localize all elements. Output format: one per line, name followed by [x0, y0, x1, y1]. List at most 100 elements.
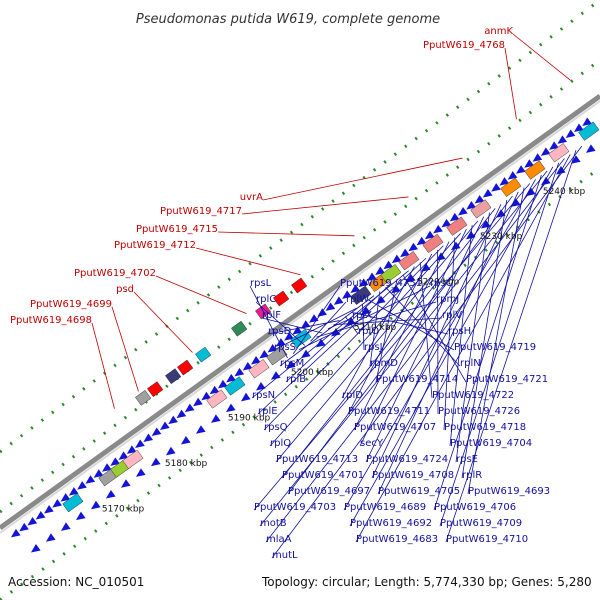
map-title: Pseudomonas putida W619, complete genome	[136, 12, 440, 27]
gene-arrow	[524, 159, 534, 168]
gene-label: PputW619_4709	[440, 518, 522, 529]
label-leader	[443, 237, 456, 431]
gene-arrow	[315, 338, 326, 348]
gene-arrow	[225, 403, 236, 413]
gene-label: rplD	[342, 390, 363, 401]
gene-arrow	[118, 451, 129, 460]
kbp-tick-label: 5240 kbp	[543, 187, 586, 197]
label-leader	[402, 274, 467, 383]
gene-label: mlaA	[266, 534, 292, 545]
gene-arrow	[510, 198, 521, 207]
gene-arrow	[176, 409, 187, 419]
gene-arrow	[405, 274, 416, 283]
label-leader	[377, 191, 519, 495]
label-leader	[359, 228, 467, 447]
label-leader	[341, 266, 415, 399]
gene-block	[422, 233, 444, 254]
gene-label: rpsC	[430, 278, 453, 289]
gene-arrow	[570, 155, 581, 164]
gene-label: rplE	[258, 406, 278, 417]
label-leader	[262, 157, 463, 201]
kbp-tick-label: 5180 kbp	[165, 459, 208, 469]
gene-arrow	[532, 153, 543, 162]
gene-block	[122, 449, 144, 470]
label-leader	[253, 183, 531, 511]
label-leader	[281, 208, 496, 479]
kbp-tick-label: 5210 kbp	[354, 323, 397, 333]
label-leader	[362, 303, 365, 351]
gene-arrow	[585, 144, 596, 153]
label-leader	[279, 295, 375, 367]
gene-label: rpmD	[370, 358, 398, 369]
genome-backbone-shadow	[0, 100, 600, 534]
gene-label: PputW619_4751	[340, 278, 422, 289]
gene-block	[165, 368, 182, 385]
gene-arrow	[93, 469, 104, 478]
gene-label: PputW619_4683	[356, 534, 438, 545]
kbp-tick-label: 5230 kbp	[480, 232, 523, 242]
gene-arrow	[284, 332, 294, 341]
gene-arrow	[120, 479, 131, 488]
gene-arrow	[292, 326, 303, 335]
gene-block	[273, 290, 290, 307]
gene-label: rpsL	[250, 278, 272, 289]
gene-arrow	[375, 266, 385, 276]
label-leader	[344, 316, 359, 335]
gene-label: psd	[116, 284, 134, 295]
accession-text: Accession: NC_010501	[8, 575, 144, 589]
label-leader	[259, 170, 548, 527]
label-leader	[133, 291, 193, 353]
gene-block	[206, 389, 228, 409]
gene-label: rpsH	[448, 326, 471, 337]
gene-label: mutL	[272, 550, 298, 561]
gene-arrow	[60, 493, 71, 502]
gene-arrow	[366, 272, 377, 282]
gene-label: PputW619_4698	[10, 315, 92, 326]
label-leader	[111, 306, 139, 392]
label-leader	[285, 282, 392, 383]
gene-arrow	[201, 391, 212, 401]
gene-label: PputW619_4693	[468, 486, 550, 497]
gene-block	[248, 359, 270, 379]
gene-arrow	[285, 360, 296, 369]
label-leader	[350, 311, 449, 335]
gene-arrow	[360, 306, 371, 315]
gene-arrow	[255, 382, 266, 391]
label-leader	[365, 216, 485, 463]
label-leader	[273, 307, 357, 351]
gene-block	[398, 251, 420, 271]
gene-arrow	[77, 481, 87, 490]
label-leader	[275, 220, 479, 463]
gene-arrow	[491, 183, 501, 192]
label-leader	[343, 179, 536, 511]
gene-arrow	[466, 200, 476, 210]
gene-arrow	[44, 505, 54, 514]
gene-block	[195, 346, 212, 363]
label-leader	[241, 196, 409, 215]
label-leader	[461, 200, 508, 479]
gene-label: rplX	[352, 310, 372, 321]
label-leader	[349, 166, 554, 527]
gene-arrow	[251, 355, 261, 365]
gene-label: PputW619_4692	[350, 518, 432, 529]
gene-arrow	[19, 522, 29, 532]
label-leader	[419, 262, 433, 399]
gene-arrow	[85, 475, 96, 484]
gene-arrow	[458, 206, 468, 216]
label-leader	[504, 47, 517, 120]
label-leader	[333, 317, 443, 326]
gene-arrow	[259, 350, 269, 359]
gene-arrow	[342, 290, 352, 299]
gene-arrow	[105, 490, 116, 499]
gene-arrow	[35, 510, 46, 520]
gene-arrow	[573, 123, 584, 132]
gene-label: PputW619_4689	[344, 502, 426, 513]
gene-label: rpsQ	[264, 422, 288, 433]
label-leader	[355, 154, 571, 543]
kbp-tick-label: 5200 kbp	[291, 368, 334, 378]
gene-arrow	[450, 241, 461, 251]
label-leader	[91, 322, 115, 409]
label-leader	[310, 301, 347, 342]
gene-label: rpsD	[268, 326, 292, 337]
gene-label: PputW619_4719	[454, 342, 536, 353]
